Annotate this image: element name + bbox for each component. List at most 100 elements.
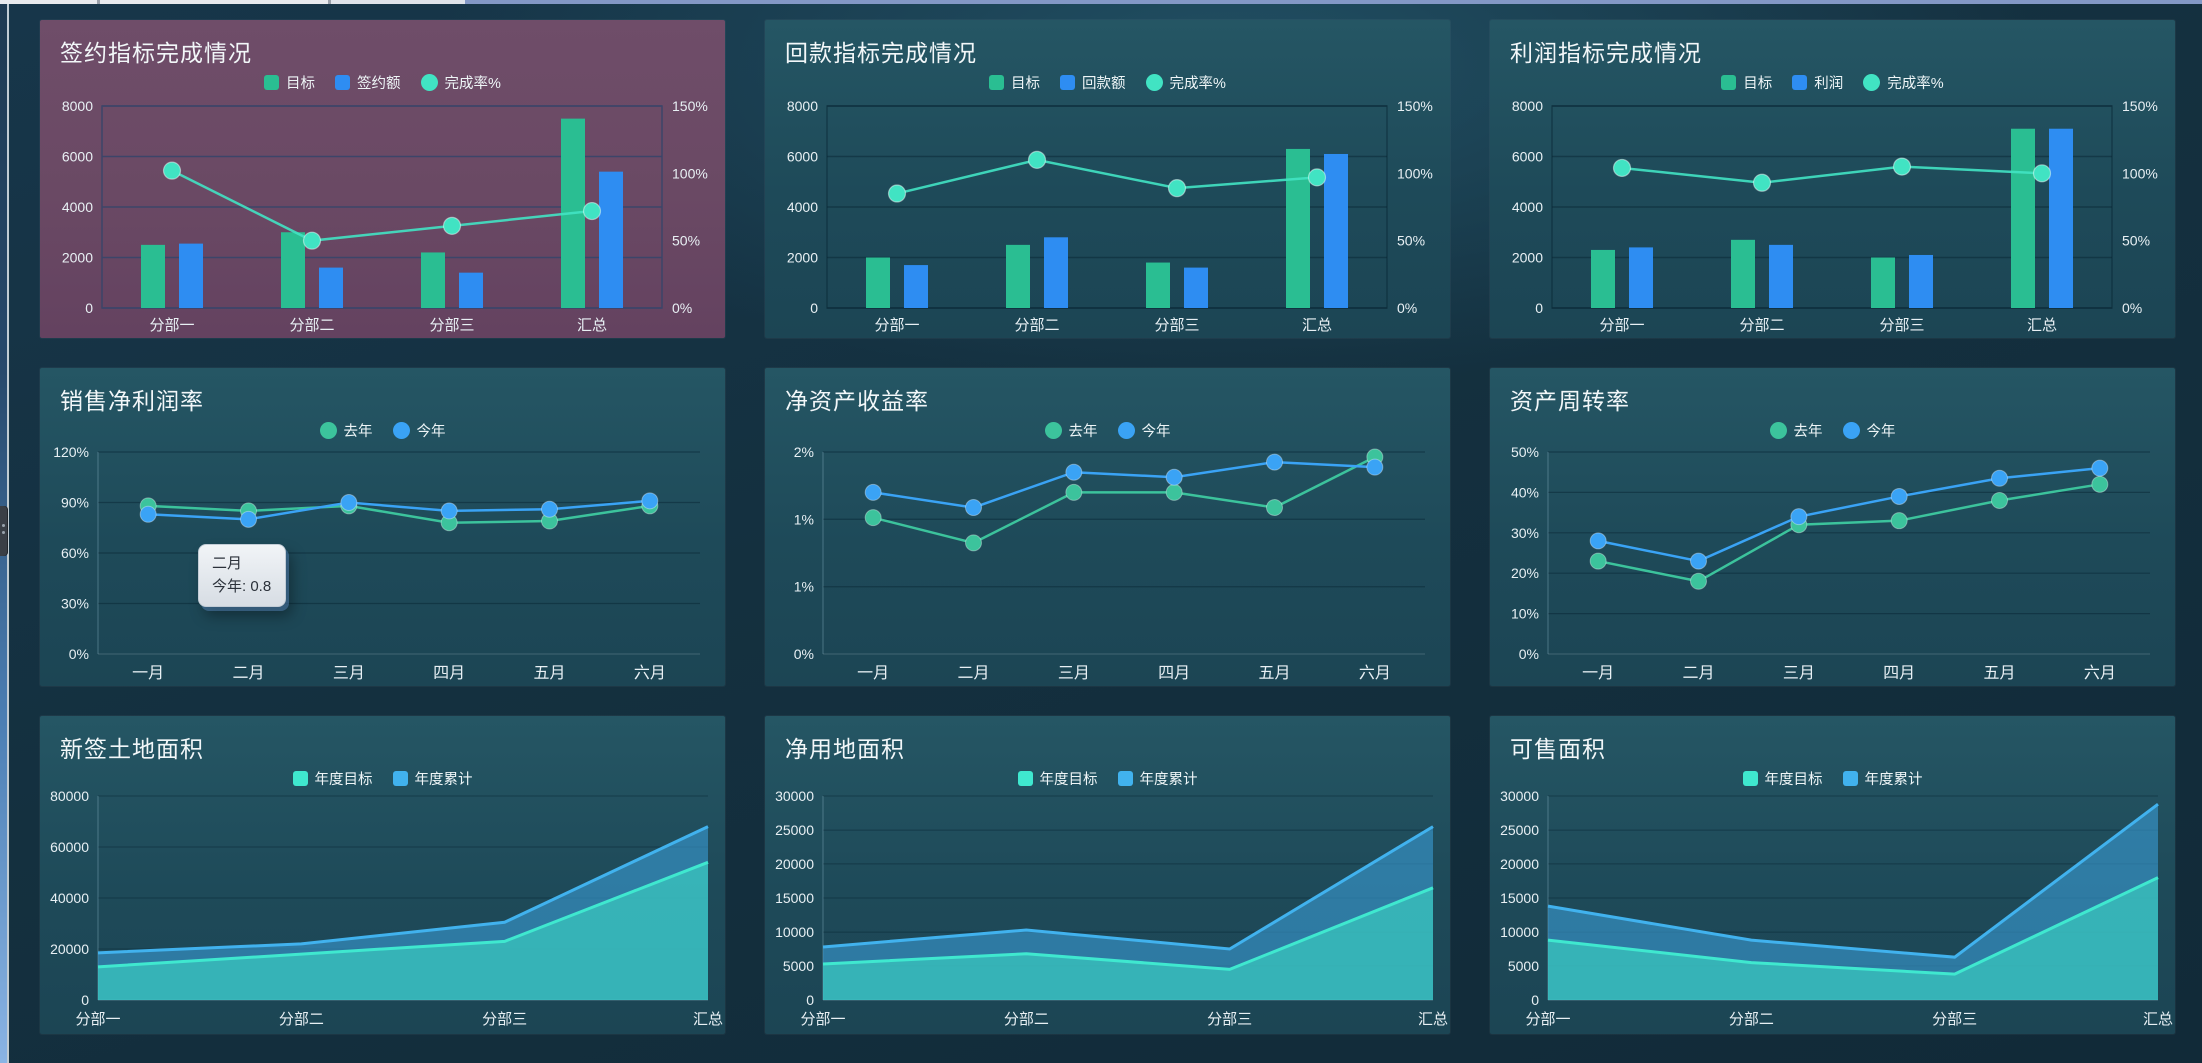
legend-label: 目标 (286, 76, 316, 92)
panel-new-signed-land-area: 新签土地面积 年度目标 年度累计 0 20000 40000 60000 80000 分部一… (40, 716, 725, 1034)
panel-contract-target-completion: 签约指标完成情况 目标 签约额 完成率% 0 2000 4000 6000 8000 0% 50… (40, 20, 725, 338)
sellable-area-chart[interactable]: 0 5000 10000 15000 20000 25000 30000 分部一 分部二 分部三 汇… (1490, 716, 2175, 1034)
panel-asset-turnover: 资产周转率 去年 今年 0% 10% 20% 30% 40% 50% 一月 二月 三月 四月 五月 六月 (1490, 368, 2175, 686)
legend-marker-square (335, 75, 351, 90)
y2-axis-label: 150% (672, 98, 708, 114)
legend-item-今年[interactable]: 今年 (392, 420, 446, 441)
y2-axis-label: 100% (2122, 165, 2158, 181)
chart-legend: 去年 今年 (1490, 420, 2175, 441)
y-axis-label: 60000 (50, 839, 89, 855)
y-axis-label: 90% (61, 495, 89, 511)
legend-item-去年[interactable]: 去年 (1044, 420, 1098, 441)
legend-item-年度累计[interactable]: 年度累计 (1117, 768, 1198, 789)
legend-item-年度累计[interactable]: 年度累计 (392, 768, 473, 789)
x-axis-label: 汇总 (1418, 1011, 1448, 1028)
data-point-今年 (1890, 487, 1908, 505)
data-point-今年 (139, 505, 157, 523)
x-axis-label: 汇总 (2027, 317, 2057, 334)
series-line-去年 (1597, 483, 2101, 583)
new-signed-land-area-chart[interactable]: 0 20000 40000 60000 80000 分部一 分部二 分部三 汇总 (40, 716, 725, 1034)
x-axis-label: 六月 (634, 664, 666, 682)
legend-item-今年[interactable]: 今年 (1842, 420, 1896, 441)
legend-item-年度目标[interactable]: 年度目标 (1742, 768, 1823, 789)
rate-point (162, 161, 182, 180)
x-axis-label: 分部一 (75, 1011, 120, 1028)
panel-collection-target-completion: 回款指标完成情况 目标 回款额 完成率% 0 2000 4000 6000 8000 0% 50… (765, 20, 1450, 338)
legend-item-完成率%[interactable]: 完成率% (1145, 72, 1226, 93)
data-point-去年 (1065, 483, 1083, 501)
rate-point (2032, 164, 2052, 183)
legend-marker-circle (420, 74, 438, 91)
legend-item-年度累计[interactable]: 年度累计 (1842, 768, 1923, 789)
net-sales-margin-chart[interactable]: 0%30%60%90%120%一月 二月 三月 四月 五月 六月 (40, 368, 725, 686)
bar-目标 (1146, 262, 1170, 308)
legend-item-签约额[interactable]: 签约额 (335, 72, 401, 93)
bar-利润 (1769, 244, 1793, 308)
legend-label: 今年 (1141, 424, 1171, 440)
rate-point (1027, 150, 1047, 169)
legend-label: 今年 (416, 424, 446, 440)
y-axis-label: 30% (1511, 525, 1539, 541)
y-axis-label: 10000 (1500, 924, 1539, 940)
net-land-area-chart[interactable]: 0 5000 10000 15000 20000 25000 30000 分部一 分部二 分部三 汇… (765, 716, 1450, 1034)
legend-item-年度目标[interactable]: 年度目标 (292, 768, 373, 789)
area-line-年度累计 (97, 825, 709, 955)
y-axis-label: 10% (1511, 606, 1539, 622)
legend-item-利润[interactable]: 利润 (1792, 72, 1843, 93)
legend-item-去年[interactable]: 去年 (1769, 420, 1823, 441)
chart-tooltip: 二月 今年: 0.8 (198, 544, 286, 607)
y-axis-label: 0 (810, 300, 818, 316)
legend-item-目标[interactable]: 目标 (264, 72, 315, 93)
bar-目标 (1006, 244, 1030, 308)
legend-item-目标[interactable]: 目标 (989, 72, 1040, 93)
y-axis-label: 6000 (1512, 149, 1543, 165)
legend-marker-square (1117, 771, 1133, 786)
legend-marker-square (1792, 75, 1808, 90)
data-point-今年 (541, 500, 558, 518)
legend-item-目标[interactable]: 目标 (1721, 72, 1772, 93)
legend-item-回款额[interactable]: 回款额 (1060, 72, 1126, 93)
y-axis-label: 0 (81, 992, 89, 1008)
sidebar-collapse-handle[interactable] (0, 506, 8, 556)
return-on-equity-chart[interactable]: 0% 1% 1% 2% 一月 二月 三月 四月 五月 六月 (765, 368, 1450, 686)
charts-grid: 签约指标完成情况 目标 签约额 完成率% 0 2000 4000 6000 8000 0% 50… (40, 20, 2175, 1034)
chart-legend: 去年 今年 (765, 420, 1450, 441)
legend-item-完成率%[interactable]: 完成率% (420, 72, 501, 93)
bar-回款额 (1324, 153, 1348, 308)
data-point-今年 (1790, 508, 1808, 526)
profit-completion-chart[interactable]: 0 2000 4000 6000 8000 0% 50% 100% 150% 分部一 分部二 分部三 汇… (1490, 20, 2175, 338)
y-axis-label: 25000 (1500, 822, 1539, 838)
legend-item-去年[interactable]: 去年 (319, 420, 373, 441)
legend-item-今年[interactable]: 今年 (1117, 420, 1171, 441)
collection-completion-chart[interactable]: 0 2000 4000 6000 8000 0% 50% 100% 150% 分部一 分部二 分部三 汇… (765, 20, 1450, 338)
x-axis-label: 分部三 (1207, 1011, 1252, 1028)
contract-completion-chart[interactable]: 0 2000 4000 6000 8000 0% 50% 100% 150% 分部一 分部二 分部三 汇… (40, 20, 725, 338)
legend-label: 去年 (343, 424, 373, 440)
y2-axis-label: 150% (1397, 98, 1433, 114)
data-point-今年 (1991, 469, 2008, 487)
y-axis-label: 8000 (787, 98, 818, 114)
chart-legend: 年度目标 年度累计 (40, 768, 725, 789)
legend-label: 签约额 (357, 76, 401, 92)
data-point-今年 (1366, 458, 1384, 476)
bar-目标 (1591, 249, 1615, 308)
x-axis-label: 分部一 (1599, 317, 1644, 334)
y-axis-label: 0% (1519, 646, 1539, 662)
asset-turnover-chart[interactable]: 0% 10% 20% 30% 40% 50% 一月 二月 三月 四月 五月 六月 (1490, 368, 2175, 686)
rate-point (1307, 168, 1327, 187)
legend-marker-circle (392, 422, 410, 439)
data-point-今年 (864, 483, 882, 501)
legend-marker-square (292, 771, 308, 786)
data-point-去年 (1165, 483, 1183, 501)
data-point-今年 (1266, 453, 1283, 471)
x-axis-label: 五月 (1258, 665, 1290, 682)
data-point-今年 (1165, 468, 1183, 486)
bar-签约额 (459, 272, 483, 308)
legend-item-年度目标[interactable]: 年度目标 (1017, 768, 1098, 789)
bar-目标 (1286, 148, 1310, 308)
data-point-今年 (1065, 463, 1083, 481)
legend-item-完成率%[interactable]: 完成率% (1863, 72, 1944, 93)
series-line-去年 (872, 455, 1376, 545)
area-fill-年度目标 (98, 862, 708, 1000)
y2-axis-label: 50% (2122, 233, 2150, 249)
